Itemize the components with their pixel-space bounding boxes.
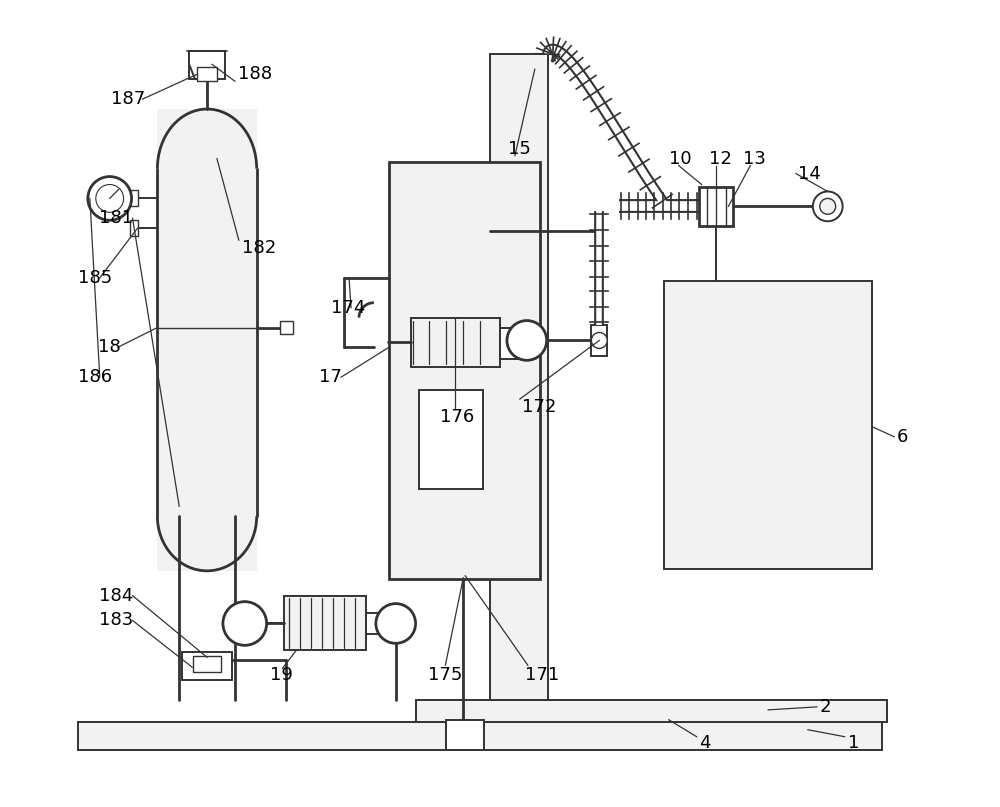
Circle shape [820,199,836,215]
Circle shape [223,602,267,646]
Bar [500,328,518,359]
Circle shape [88,177,132,220]
Text: 1: 1 [848,734,859,751]
Bar [130,220,138,236]
Bar [366,613,384,634]
Bar [284,596,366,650]
Text: 172: 172 [522,398,556,416]
Bar [193,656,221,672]
Text: 181: 181 [99,209,133,228]
Text: 187: 187 [111,90,145,108]
Bar [280,320,293,334]
Text: 10: 10 [669,149,691,168]
Text: 184: 184 [99,587,133,604]
Text: 6: 6 [897,428,909,445]
Bar [157,109,257,571]
Text: 13: 13 [743,149,766,168]
Circle shape [507,320,547,360]
Text: 185: 185 [78,269,112,286]
Bar [490,54,548,700]
Bar [130,190,138,207]
Bar [78,721,882,750]
Bar [699,186,733,226]
Bar [389,161,540,579]
Bar [419,390,483,489]
Bar [189,52,225,79]
Circle shape [591,332,607,349]
Text: 17: 17 [319,368,342,387]
Bar [416,700,887,721]
Text: 4: 4 [699,734,710,751]
Circle shape [376,604,416,643]
Text: 19: 19 [270,666,292,684]
Text: 183: 183 [99,612,133,629]
Text: 188: 188 [238,65,272,83]
Circle shape [813,191,843,221]
Bar [591,324,607,357]
Text: 18: 18 [98,338,121,357]
Text: 176: 176 [440,408,475,426]
Text: 14: 14 [798,165,821,182]
Bar [411,318,500,367]
Bar [182,652,232,680]
Bar [197,67,217,82]
Text: 182: 182 [242,239,276,257]
Text: 171: 171 [525,666,559,684]
Bar [446,720,484,750]
Text: 175: 175 [428,666,463,684]
Bar [664,281,872,569]
Text: 186: 186 [78,368,112,387]
Text: 2: 2 [820,698,831,716]
Text: 15: 15 [508,140,531,157]
Text: 174: 174 [331,299,366,316]
Text: 12: 12 [709,149,731,168]
